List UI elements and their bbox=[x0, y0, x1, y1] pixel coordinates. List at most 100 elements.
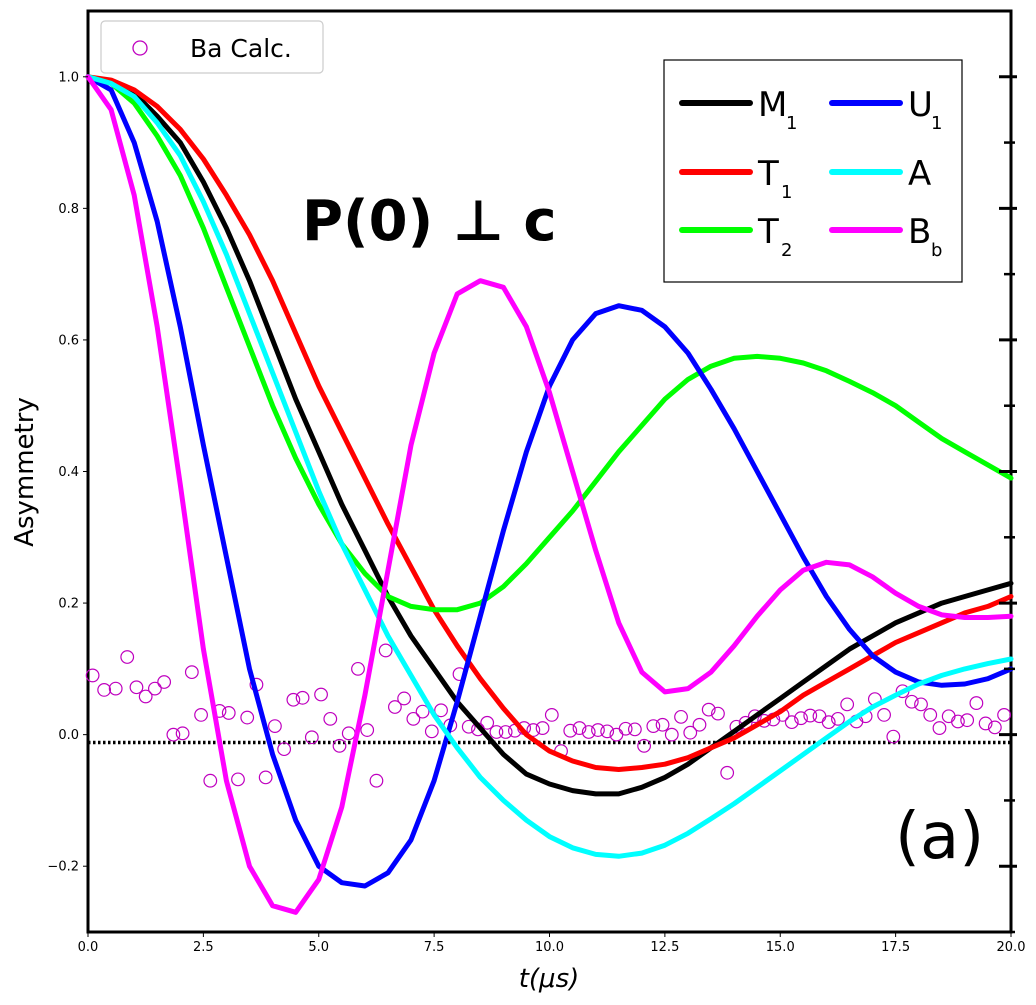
inset-legend-label: M bbox=[758, 85, 787, 125]
ba-calc-point bbox=[951, 714, 965, 729]
inset-legend-label: A bbox=[908, 154, 931, 194]
x-tick-label: 12.5 bbox=[650, 940, 679, 955]
ba-calc-point bbox=[175, 726, 190, 741]
ba-calc-point bbox=[904, 694, 919, 709]
x-axis-label: t(μs) bbox=[519, 964, 580, 994]
series-t1-line bbox=[85, 74, 1014, 772]
ba-calc-point bbox=[914, 697, 928, 712]
legend-marker bbox=[132, 40, 148, 56]
ba-calc-point bbox=[480, 715, 495, 730]
x-tick-label: 17.5 bbox=[881, 940, 910, 955]
ba-calc-point bbox=[351, 661, 365, 676]
ba-calc-point bbox=[397, 691, 412, 706]
series-bb-line bbox=[85, 74, 1014, 915]
ba-calc-point bbox=[997, 708, 1011, 722]
ba-calc-point bbox=[544, 708, 559, 722]
ba-calc-point bbox=[323, 711, 338, 726]
y-tick-label: 1.0 bbox=[58, 70, 79, 85]
inset-legend-subscript: 1 bbox=[931, 113, 942, 134]
ba-calc-point bbox=[258, 770, 273, 785]
legend-label: Ba Calc. bbox=[190, 34, 292, 63]
ba-calc-point bbox=[757, 713, 771, 728]
ba-calc-point bbox=[286, 692, 301, 707]
ba-calc-point bbox=[194, 708, 208, 722]
ba-calc-point bbox=[203, 773, 218, 788]
x-tick-label: 20.0 bbox=[997, 940, 1026, 955]
inset-legend-label: B bbox=[908, 212, 931, 252]
ba-calc-point bbox=[978, 716, 993, 731]
ba-calc-point bbox=[369, 773, 384, 788]
ba-calc-point bbox=[461, 719, 476, 734]
y-tick-label: 0.2 bbox=[58, 597, 79, 612]
polarization-annotation: P(0) ⊥ c bbox=[302, 189, 557, 254]
ba-calc-point bbox=[794, 711, 808, 726]
ba-calc-point bbox=[157, 675, 172, 689]
x-tick-label: 2.5 bbox=[193, 940, 214, 955]
ba-calc-point bbox=[97, 683, 112, 697]
series-m1-line bbox=[85, 74, 1014, 797]
y-tick-label: 0.8 bbox=[58, 202, 79, 217]
ba-calc-point bbox=[85, 668, 100, 683]
ba-calc-point bbox=[314, 687, 328, 702]
x-tick-label: 10.0 bbox=[535, 940, 564, 955]
inset-legend-subscript: 2 bbox=[781, 240, 792, 261]
ba-calc-point bbox=[341, 726, 356, 741]
x-tick-label: 0.0 bbox=[78, 940, 99, 955]
ba-calc-point bbox=[129, 680, 144, 695]
ba-calc-point bbox=[701, 702, 716, 717]
ba-calc-point bbox=[877, 708, 891, 722]
ticks-layer: 0.0 2.5 5.0 7.5 10.0 12.5 15.0 17.5 20.0 −0.2 0.0 0… bbox=[47, 70, 1025, 955]
ba-calc-point bbox=[831, 711, 845, 726]
ba-calc-point bbox=[304, 730, 319, 745]
series-layer bbox=[85, 74, 1014, 915]
ba-calc-point bbox=[268, 719, 282, 733]
ba-calc-point bbox=[803, 708, 818, 723]
x-tick-label: 5.0 bbox=[308, 940, 329, 955]
ba-calc-point bbox=[923, 708, 938, 722]
ba-calc-point bbox=[720, 765, 735, 780]
y-tick-label: 0.0 bbox=[58, 728, 79, 743]
ba-calc-point bbox=[618, 721, 633, 736]
y-tick-label: −0.2 bbox=[47, 860, 79, 875]
ba-calc-point bbox=[591, 723, 605, 737]
ba-calc-point bbox=[434, 703, 448, 718]
y-axis-label: Asymmetry bbox=[10, 397, 40, 547]
ba-calc-point bbox=[415, 704, 430, 719]
legend: Ba Calc. bbox=[100, 20, 324, 74]
inset-legend-subscript: 1 bbox=[786, 113, 797, 134]
panel-label: (a) bbox=[895, 800, 984, 874]
series-t2-line bbox=[85, 74, 1014, 613]
inset-legend-label: T bbox=[757, 154, 779, 194]
ba-calc-point bbox=[406, 711, 421, 726]
ba-calc-point bbox=[664, 727, 679, 742]
ba-calc-point bbox=[581, 725, 596, 739]
ba-calc-point bbox=[646, 719, 661, 733]
x-tick-label: 7.5 bbox=[424, 940, 445, 955]
ba-calc-point bbox=[960, 713, 975, 728]
ba-calc-point bbox=[231, 772, 245, 787]
ba-calc-point bbox=[563, 723, 578, 738]
ba-calc-point bbox=[498, 725, 513, 739]
inset-legend-label: T bbox=[757, 212, 779, 252]
legend-box bbox=[100, 20, 324, 74]
ba-calc-point bbox=[387, 700, 402, 714]
scatter-layer bbox=[85, 643, 1011, 788]
ba-calc-point bbox=[120, 650, 135, 664]
ba-calc-point bbox=[138, 689, 153, 704]
ba-calc-point bbox=[840, 697, 855, 712]
ba-calc-point bbox=[108, 681, 123, 696]
ba-calc-point bbox=[627, 722, 642, 737]
ba-calc-point bbox=[674, 709, 688, 724]
inset-legend-subscript: 1 bbox=[781, 182, 792, 203]
ba-calc-point bbox=[886, 729, 901, 744]
ba-calc-point bbox=[424, 724, 439, 739]
ba-calc-point bbox=[295, 690, 310, 705]
y-tick-label: 0.4 bbox=[58, 465, 79, 480]
ba-calc-point bbox=[240, 710, 255, 725]
ba-calc-point bbox=[148, 681, 162, 696]
ba-calc-point bbox=[526, 723, 541, 737]
ba-calc-point bbox=[969, 696, 984, 710]
ba-calc-point bbox=[277, 742, 292, 757]
ba-calc-point bbox=[987, 720, 1002, 735]
